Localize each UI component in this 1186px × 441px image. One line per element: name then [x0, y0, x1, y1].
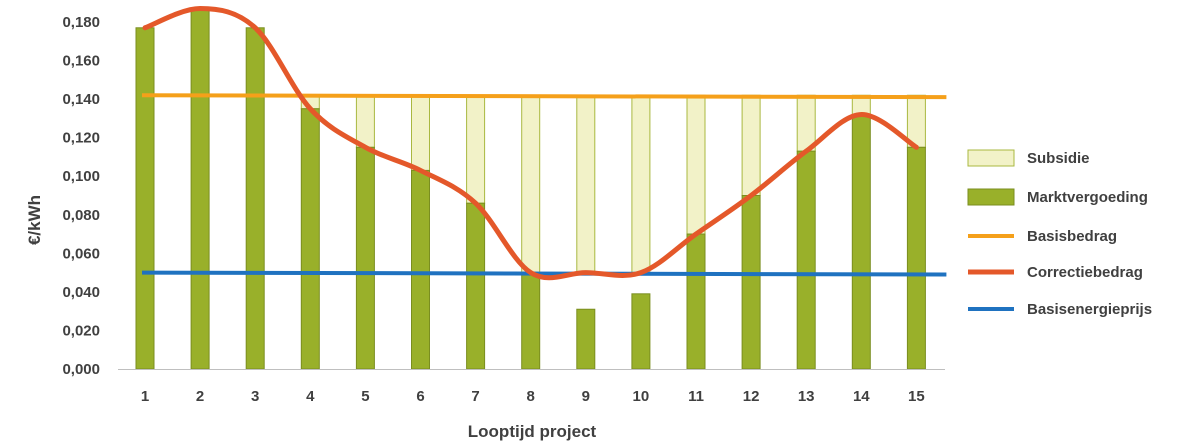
marktvergoeding-bar: [851, 114, 871, 370]
x-tick-label: 1: [141, 388, 149, 405]
x-tick-label: 4: [306, 388, 315, 405]
lines: [141, 6, 947, 281]
x-tick-label: 6: [416, 388, 424, 405]
x-tick-label: 11: [688, 388, 704, 405]
x-tick-label: 13: [798, 388, 815, 405]
marktvergoeding-bar: [300, 108, 320, 370]
x-tick-label: 5: [361, 388, 369, 405]
marktvergoeding-bar: [521, 272, 541, 370]
marktvergoeding-bar: [135, 27, 155, 370]
subsidie-bar: [631, 94, 651, 274]
y-tick-label: 0,020: [62, 322, 100, 339]
marktvergoeding-bar: [686, 233, 706, 370]
bars: [135, 8, 926, 370]
legend: Subsidie Marktvergoeding Basisbedrag Correc…: [967, 149, 1152, 318]
x-tick-label: 12: [743, 388, 760, 405]
legend-label: Basisenergieprijs: [1027, 301, 1152, 318]
subsidie-bar: [686, 94, 706, 235]
y-tick-label: 0,180: [62, 14, 100, 31]
marktvergoeding-bar: [796, 150, 816, 370]
subsidie-bar: [355, 94, 375, 148]
y-tick-label: 0,160: [62, 53, 100, 70]
subsidie-bar: [466, 94, 486, 204]
marktvergoeding-bar: [576, 308, 596, 370]
legend-label: Marktvergoeding: [1027, 189, 1148, 206]
marktvergoeding-bar: [245, 27, 265, 370]
x-tick-label: 2: [196, 388, 204, 405]
x-axis-title: Looptijd project: [468, 422, 597, 441]
y-axis-title: €/kWh: [25, 195, 44, 245]
marktvergoeding-bar: [411, 169, 430, 370]
y-tick-label: 0,040: [62, 284, 100, 301]
marktvergoeding-bar: [631, 293, 651, 370]
y-tick-label: 0,100: [62, 168, 100, 185]
x-tick-label: 3: [251, 388, 259, 405]
marktvergoeding-bar: [466, 202, 486, 370]
y-tick-label: 0,140: [62, 91, 100, 108]
marktvergoeding-bar: [741, 195, 761, 370]
x-tick-label: 8: [527, 388, 535, 405]
legend-swatch-subsidie: [967, 149, 1015, 167]
x-tick-label: 9: [582, 388, 590, 405]
marktvergoeding-bar: [190, 8, 210, 370]
legend-label: Correctiebedrag: [1027, 264, 1143, 281]
legend-swatch-marktvergoeding: [967, 188, 1015, 206]
correctiebedrag-line: [142, 6, 919, 281]
subsidie-bar: [576, 94, 596, 274]
marktvergoeding-bar: [355, 146, 375, 370]
basisbedrag-line: [141, 93, 947, 100]
basisenergieprijs-line: [141, 270, 947, 277]
marktvergoeding-bar: [906, 146, 926, 370]
legend-label: Basisbedrag: [1027, 228, 1117, 245]
y-tick-label: 0,000: [62, 361, 100, 378]
subsidie-bar: [411, 94, 430, 171]
y-tick-label: 0,060: [62, 245, 100, 262]
subsidie-bar: [796, 94, 816, 152]
subsidie-bar: [741, 94, 761, 196]
x-tick-label: 15: [908, 388, 925, 405]
x-tick-label: 10: [633, 388, 650, 405]
x-tick-label: 14: [853, 388, 870, 405]
x-tick-labels: 1 2 3 4 5 6 7 8 9 10 11 12 13 14 15: [141, 388, 925, 405]
x-tick-label: 7: [471, 388, 479, 405]
y-tick-labels: 0,000 0,020 0,040 0,060 0,080 0,100 0,120 0,140…: [62, 14, 100, 378]
subsidie-bar: [521, 94, 541, 274]
y-tick-label: 0,080: [62, 207, 100, 224]
legend-label: Subsidie: [1027, 150, 1090, 167]
y-tick-label: 0,120: [62, 130, 100, 147]
